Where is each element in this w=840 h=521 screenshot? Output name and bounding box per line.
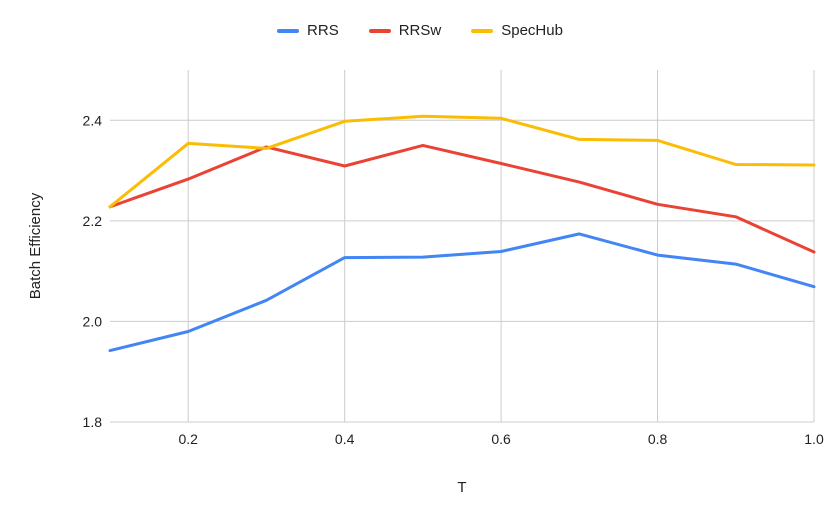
x-axis-title: T: [457, 479, 466, 496]
series-line-rrs: [108, 232, 816, 353]
x-tick-label: 0.4: [335, 431, 355, 447]
legend-item-spechub: SpecHub: [471, 22, 563, 39]
x-tick-label: 0.2: [178, 431, 198, 447]
y-tick-label: 2.4: [83, 112, 103, 128]
legend-label: SpecHub: [501, 22, 563, 39]
x-tick-label: 1.0: [804, 431, 824, 447]
y-tick-label: 1.8: [83, 414, 103, 430]
legend-swatch: [368, 28, 391, 33]
legend-label: RRSw: [398, 22, 442, 39]
x-tick-label: 0.8: [648, 431, 668, 447]
y-axis-title: Batch Efficiency: [27, 192, 44, 299]
y-tick-label: 2.2: [83, 213, 103, 229]
legend-item-rrs: RRS: [277, 22, 339, 39]
legend-swatch: [277, 28, 300, 33]
legend: RRS RRSw SpecHub: [0, 22, 840, 39]
legend-swatch: [471, 28, 494, 33]
legend-item-rrsw: RRSw: [368, 22, 442, 39]
series-line-rrsw: [108, 143, 816, 254]
legend-label: RRS: [307, 22, 339, 39]
y-tick-label: 2.0: [83, 313, 103, 329]
series-line-spechub: [108, 114, 816, 209]
x-tick-label: 0.6: [491, 431, 511, 447]
